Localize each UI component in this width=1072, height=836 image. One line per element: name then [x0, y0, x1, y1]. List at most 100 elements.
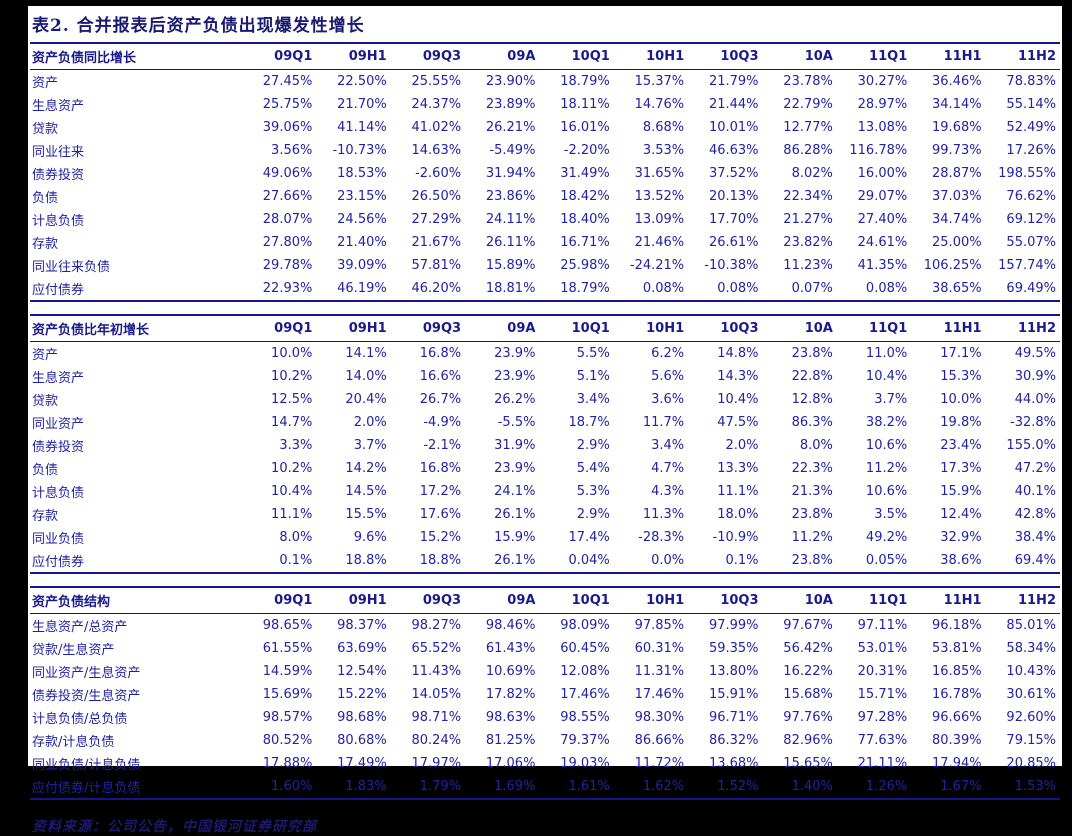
cell-value: -2.1% — [423, 438, 462, 453]
cell-value: 86.28% — [783, 143, 833, 158]
cell-value: 92.60% — [1006, 710, 1056, 725]
cell-value: 1.62% — [613, 775, 689, 800]
cell-value: 97.11% — [857, 618, 908, 633]
cell-value: 2.9% — [576, 438, 610, 453]
cell-value: 28.87% — [932, 166, 982, 181]
cell-value: -32.8% — [1010, 415, 1056, 430]
cell-value: 10.01% — [708, 120, 759, 135]
table-row: 债券投资/生息资产 15.69% 15.22% 14.05% 17.82% 17.46% 1… — [30, 683, 1060, 706]
row-label: 生息资产/总资产 — [32, 620, 128, 635]
row-label: 存款 — [32, 237, 59, 252]
cell-value: 11.3% — [642, 507, 685, 522]
cell-value: 3.7% — [353, 438, 387, 453]
cell-value: 23.15% — [337, 189, 387, 204]
cell-value: -5.5% — [497, 415, 536, 430]
cell-value: 57.81% — [411, 258, 462, 273]
cell-value: 16.8% — [419, 346, 462, 361]
cell-value: 98.46% — [485, 618, 536, 633]
cell-value: 21.67% — [411, 235, 462, 250]
cell-value: 21.79% — [708, 74, 759, 89]
cell-value: 15.68% — [783, 687, 833, 702]
cell-value: 1.40% — [762, 775, 837, 800]
cell-value: 34.14% — [932, 97, 982, 112]
row-label: 计息负债 — [32, 214, 85, 229]
cell-value: 157.74% — [998, 258, 1056, 273]
cell-value: 99.73% — [932, 143, 982, 158]
cell-value: 26.1% — [465, 549, 540, 574]
period-column-header: 10Q3 — [688, 42, 763, 70]
cell-value: 15.3% — [940, 369, 982, 384]
table-row: 计息负债 10.4% 14.5% 17.2% 24.1% 5.3% 4.3% 11.1% 21.… — [30, 480, 1060, 503]
cell-value: 1.61% — [539, 775, 614, 800]
period-column-header: 09H1 — [316, 314, 391, 342]
table-yoy-growth: 资产负债同比增长 09Q1 09H1 09Q3 09A 10Q1 10H1 10Q3 10A 11… — [30, 42, 1060, 302]
cell-value: 12.8% — [791, 392, 833, 407]
cell-value: 17.82% — [485, 687, 536, 702]
table-balance-structure: 资产负债结构 09Q1 09H1 09Q3 09A 10Q1 10H1 10Q3 10A 11Q1… — [30, 586, 1060, 800]
cell-value: 0.04% — [539, 549, 614, 574]
cell-value: 21.3% — [791, 484, 833, 499]
row-label: 存款/计息负债 — [32, 735, 115, 750]
cell-value: 10.6% — [865, 438, 908, 453]
cell-value: 59.35% — [708, 641, 759, 656]
cell-value: 42.8% — [1014, 507, 1056, 522]
table-row: 应付债券 0.1% 18.8% 18.8% 26.1% 0.04% 0.0% 0.1% 23.8… — [30, 549, 1060, 574]
cell-value: 14.76% — [634, 97, 685, 112]
cell-value: 20.31% — [857, 664, 908, 679]
period-column-header: 11Q1 — [836, 42, 912, 70]
cell-value: 98.57% — [262, 710, 313, 725]
table-row: 生息资产 25.75% 21.70% 24.37% 23.89% 18.11% 14.76%… — [30, 93, 1060, 116]
cell-value: 15.89% — [485, 258, 536, 273]
period-column-header: 10Q1 — [539, 314, 614, 342]
cell-value: 17.6% — [419, 507, 462, 522]
cell-value: 11.72% — [634, 756, 685, 771]
cell-value: 3.56% — [271, 143, 313, 158]
cell-value: 0.08% — [613, 277, 689, 302]
cell-value: 17.1% — [940, 346, 982, 361]
cell-value: 97.67% — [783, 618, 833, 633]
cell-value: 32.9% — [940, 530, 982, 545]
cell-value: 15.91% — [708, 687, 759, 702]
row-label: 同业负债 — [32, 532, 85, 547]
period-column-header: 10A — [762, 42, 837, 70]
cell-value: 60.45% — [560, 641, 610, 656]
cell-value: 98.68% — [337, 710, 387, 725]
cell-value: 15.2% — [419, 530, 462, 545]
period-column-header: 10Q3 — [688, 314, 763, 342]
row-label: 应付债券 — [30, 277, 242, 302]
cell-value: 14.1% — [345, 346, 387, 361]
cell-value: 16.8% — [419, 461, 462, 476]
period-column-header: 11Q1 — [836, 586, 912, 614]
period-column-header: 09Q3 — [390, 314, 466, 342]
cell-value: 69.4% — [985, 549, 1060, 574]
table-row: 同业负债/计息负债 17.88% 17.49% 17.97% 17.06% 19.03% 1… — [30, 752, 1060, 775]
cell-value: 11.7% — [642, 415, 685, 430]
cell-value: 37.52% — [708, 166, 759, 181]
cell-value: 11.1% — [717, 484, 759, 499]
cell-value: 23.89% — [485, 97, 536, 112]
cell-value: 11.31% — [634, 664, 685, 679]
cell-value: 15.37% — [634, 74, 685, 89]
cell-value: 23.86% — [485, 189, 536, 204]
cell-value: 39.09% — [337, 258, 387, 273]
cell-value: 18.81% — [465, 277, 540, 302]
cell-value: 25.00% — [932, 235, 982, 250]
cell-value: 0.1% — [242, 549, 317, 574]
cell-value: 80.68% — [337, 733, 387, 748]
cell-value: 23.8% — [791, 507, 833, 522]
period-column-header: 11Q1 — [836, 314, 912, 342]
cell-value: 24.61% — [857, 235, 908, 250]
cell-value: 14.63% — [411, 143, 462, 158]
period-column-header: 09H1 — [316, 42, 391, 70]
cell-value: 20.85% — [1006, 756, 1056, 771]
cell-value: 80.39% — [932, 733, 982, 748]
cell-value: 18.7% — [568, 415, 610, 430]
cell-value: 1.79% — [390, 775, 466, 800]
table-section-title: 资产负债结构 — [30, 586, 242, 614]
cell-value: 38.65% — [911, 277, 986, 302]
cell-value: 26.21% — [485, 120, 536, 135]
cell-value: 23.9% — [494, 369, 536, 384]
cell-value: 10.4% — [865, 369, 908, 384]
cell-value: 15.69% — [262, 687, 313, 702]
cell-value: 11.23% — [783, 258, 833, 273]
